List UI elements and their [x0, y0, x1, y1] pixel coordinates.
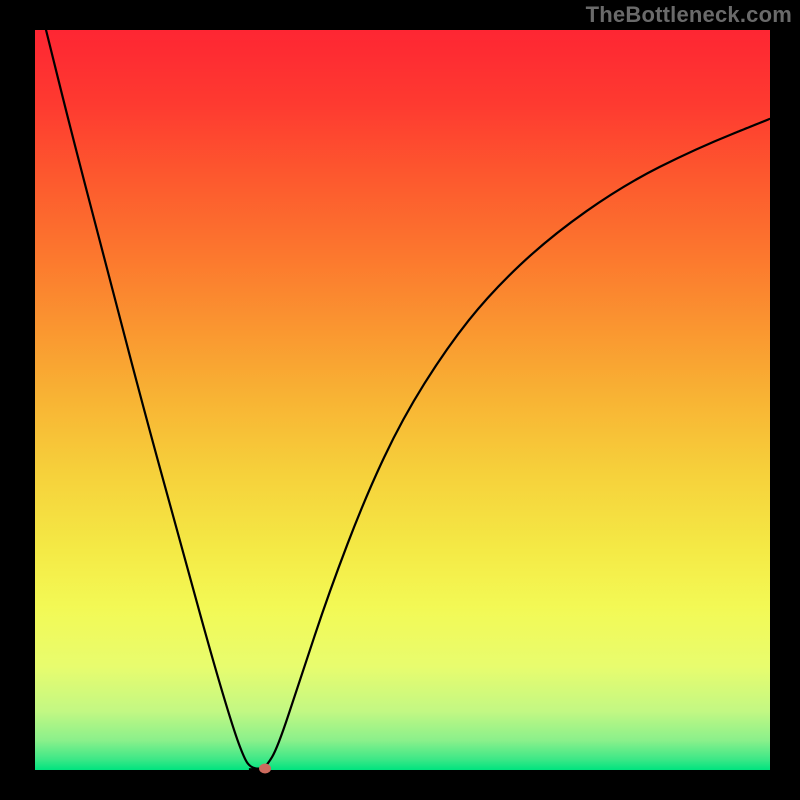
optimal-point-marker: [259, 764, 271, 774]
chart-svg: [0, 0, 800, 800]
chart-frame: TheBottleneck.com: [0, 0, 800, 800]
watermark-text: TheBottleneck.com: [586, 2, 792, 28]
chart-gradient-bg: [35, 30, 770, 770]
